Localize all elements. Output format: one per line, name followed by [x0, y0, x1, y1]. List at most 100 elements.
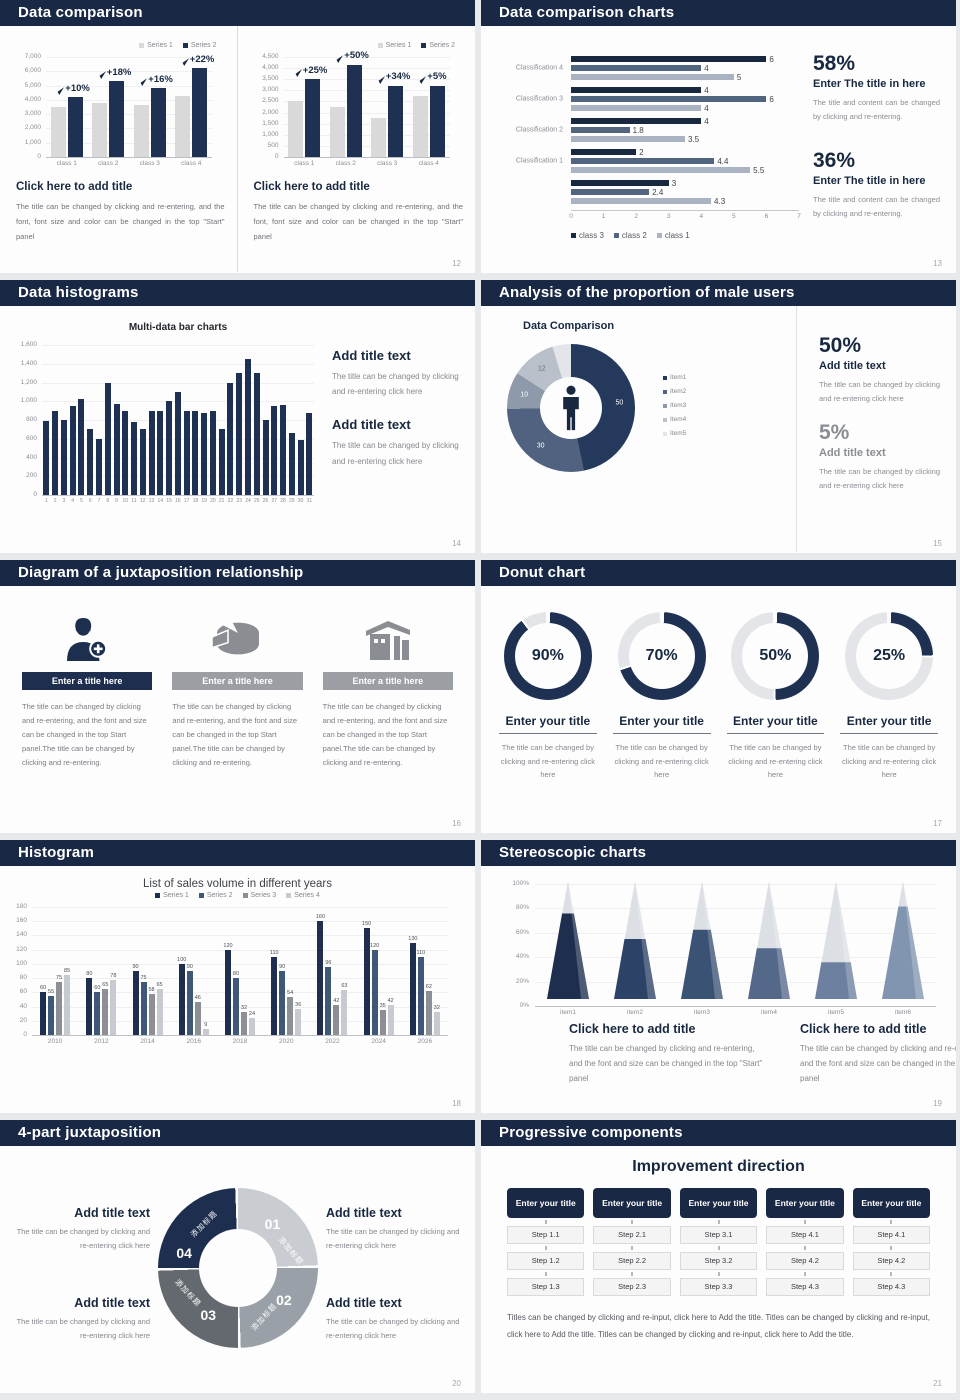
- bar-value-label: 100: [177, 956, 187, 963]
- slide-data-comparison[interactable]: Data comparison Series 1 Series 2 7,000 6,0…: [0, 0, 475, 273]
- slide-four-part-juxtaposition[interactable]: 4-part juxtaposition 01 添加标题 02 添加标题 03 添加标题 0…: [0, 1120, 475, 1393]
- x-axis-label: class 1: [294, 160, 315, 167]
- bar-group: 22: [227, 345, 234, 504]
- legend-item: Series 3: [242, 892, 276, 899]
- bar-group: 27: [271, 345, 278, 504]
- legend-swatch: [663, 375, 667, 380]
- x-axis-label: 21: [218, 498, 225, 504]
- gridline: [535, 957, 936, 959]
- bar-value-label: 4.4: [717, 156, 729, 166]
- bar-group: 4: [69, 345, 76, 504]
- bar-row: 4.4: [571, 156, 799, 166]
- block-title: Add title text: [326, 1206, 402, 1220]
- legend-swatch: [198, 893, 204, 898]
- x-axis-label: item1: [560, 1009, 576, 1016]
- slide-progressive-components[interactable]: Progressive components Improvement direc…: [481, 1120, 956, 1393]
- bar: [571, 180, 669, 186]
- bar-value-label: 46: [194, 995, 201, 1002]
- donut-hole: [540, 377, 602, 439]
- chart-legend: Series 1 Series 2: [254, 42, 455, 49]
- bar: [95, 438, 102, 495]
- bar-value-label: 2: [639, 147, 644, 157]
- slide-histogram[interactable]: Histogram List of sales volume in differ…: [0, 840, 475, 1113]
- bar: [571, 56, 767, 62]
- gridline: [32, 935, 448, 937]
- bar: [166, 401, 173, 495]
- slide-stereoscopic-charts[interactable]: Stereoscopic charts 100% 80% 60% 40% 20% 0% it…: [481, 840, 956, 1113]
- bar: [139, 429, 146, 495]
- chart-title: List of sales volume in different years: [143, 878, 332, 890]
- step-box: Step 2.1: [593, 1226, 671, 1244]
- bar-value-label: 24: [248, 1010, 256, 1017]
- bar-group: 23: [236, 345, 243, 504]
- slide-data-histograms[interactable]: Data histograms Multi-data bar charts 1,6…: [0, 280, 475, 553]
- y-axis-tick: 3,500: [262, 75, 279, 83]
- bar-group: 8: [104, 345, 111, 504]
- gridline: [32, 1006, 448, 1008]
- bar: [148, 410, 155, 495]
- x-axis-label: class 4: [181, 160, 202, 167]
- slide-juxtaposition-relationship[interactable]: Diagram of a juxtaposition relationship …: [0, 560, 475, 833]
- bar-group: 120 80 32 24 2018: [223, 907, 256, 1045]
- column-body: The title can be changed by clicking and…: [322, 702, 448, 767]
- page-number: 18: [452, 1099, 461, 1108]
- bar-group: 12: [139, 345, 146, 504]
- x-axis-label: 2026: [417, 1038, 433, 1045]
- ring-body: The title can be changed by clicking and…: [728, 743, 823, 779]
- x-axis-label: 17: [183, 498, 190, 504]
- x-axis-label: class 1: [56, 160, 77, 167]
- bar-group: 29: [288, 345, 295, 504]
- step-box: Step 1.2: [507, 1252, 585, 1270]
- slide-data-comparison-charts[interactable]: Data comparison charts 6 4 5 Classification…: [481, 0, 956, 273]
- step-box: Step 1.1: [507, 1226, 585, 1244]
- step-box: Step 3.3: [679, 1278, 758, 1296]
- block-body: The title can be changed by clicking and…: [326, 1317, 460, 1341]
- block-title: Add title text: [326, 1296, 402, 1310]
- slide-title: Data comparison charts: [481, 0, 956, 26]
- y-axis-tick: 4,000: [24, 95, 41, 103]
- x-axis-label: 7: [97, 498, 101, 504]
- bar: 55: [48, 989, 54, 1035]
- x-axis-tick: 7: [797, 213, 801, 220]
- bar: [192, 68, 208, 157]
- step-column: Enter your title Step 4.1 Step 4.2 Step 4.3: [852, 1188, 931, 1296]
- ring-column: 70% Enter your title The title can be chan…: [605, 612, 719, 782]
- bar-row: 1.8: [571, 126, 799, 135]
- y-axis-tick: 80: [19, 974, 27, 982]
- step-box: Step 1.3: [507, 1278, 585, 1296]
- gridline: [32, 978, 448, 980]
- step-box: Step 3.1: [679, 1226, 758, 1244]
- y-axis-tick: 1,000: [24, 138, 41, 146]
- slide-donut-chart[interactable]: Donut chart 90% Enter your title The title…: [481, 560, 956, 833]
- ring-percentage: 90%: [531, 647, 564, 664]
- bar: [92, 102, 108, 157]
- slide-male-users-proportion[interactable]: Analysis of the proportion of male users…: [481, 280, 956, 553]
- chart-legend: class 3 class 2 class 1: [571, 231, 791, 240]
- text-block: Add title text The title can be changed b…: [326, 1296, 466, 1344]
- page-number: 19: [933, 1099, 942, 1108]
- bar-groups: +25% class 1 +50% class 2 +34% class 3 +5% clas…: [284, 50, 450, 167]
- ring-hole: [199, 1229, 277, 1307]
- bar-value-label: 65: [102, 981, 109, 988]
- bar-value-label: 80: [232, 971, 240, 978]
- bar-value-label: 35: [379, 1003, 386, 1010]
- x-axis-label: 6: [88, 498, 92, 504]
- bar: 32: [241, 1005, 247, 1035]
- legend-label: Item3: [670, 402, 687, 409]
- bar-row: 3.5: [571, 135, 799, 144]
- legend-item: Item5: [663, 430, 686, 437]
- bar: [69, 405, 76, 495]
- bar: 42: [388, 998, 394, 1035]
- ring-column: 50% Enter your title The title can be chan…: [719, 612, 833, 782]
- x-axis-label: 26: [262, 498, 269, 504]
- legend-label: Item4: [670, 416, 687, 423]
- bar: [288, 101, 304, 157]
- ring-body: The title can be changed by clicking and…: [842, 743, 937, 779]
- y-axis-tick: 160: [16, 917, 27, 925]
- juxtaposition-row: Enter a title here The title can be chang…: [0, 586, 475, 769]
- gridline: [46, 57, 212, 58]
- bar-row: 2: [571, 147, 799, 157]
- bar: [571, 198, 712, 204]
- category-label: Classification 1: [515, 157, 563, 165]
- section-heading: Improvement direction: [632, 1158, 805, 1175]
